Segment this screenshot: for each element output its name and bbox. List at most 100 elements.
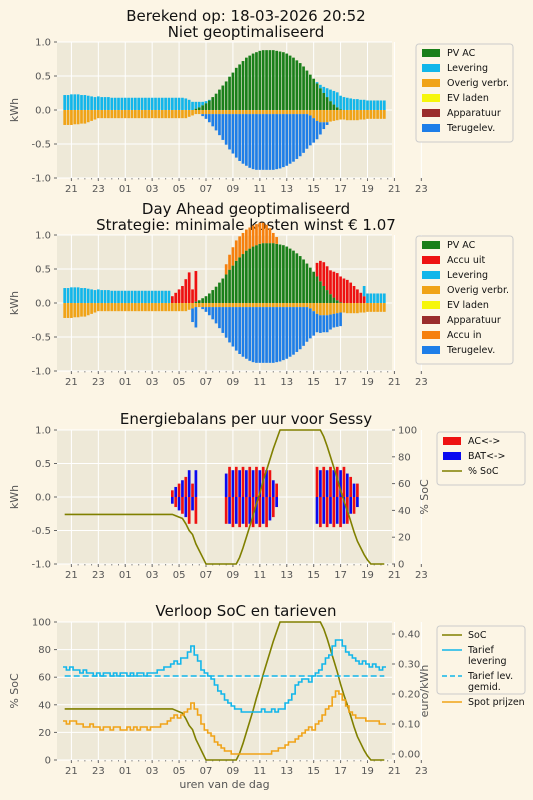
bar-ac — [231, 497, 235, 528]
bar-levering — [130, 290, 134, 303]
legend-label: Accu in — [447, 330, 481, 341]
bar-pv-ac — [238, 257, 241, 303]
soc-line — [64, 429, 385, 565]
bar-bat — [258, 470, 262, 497]
bar-overig-verbr- — [83, 303, 87, 317]
bar-levering — [96, 289, 100, 303]
y-axis-label: % SoC — [8, 673, 21, 709]
bar-bat — [349, 497, 353, 514]
bar-ac — [335, 466, 339, 497]
bar-levering — [107, 97, 110, 110]
bar-levering — [167, 97, 171, 110]
bar-terugelev- — [329, 314, 332, 330]
xtick-label: 17 — [334, 184, 347, 195]
bar-overig-verbr- — [197, 110, 201, 115]
bar-overig-verbr- — [224, 110, 228, 115]
bar-levering — [197, 101, 201, 108]
bar-overig-verbr- — [147, 110, 151, 119]
bar-pv-ac — [214, 93, 218, 110]
bar-pv-ac — [241, 254, 245, 303]
bar-levering — [100, 290, 104, 303]
xtick-label: 19 — [361, 766, 374, 777]
xtick-label: 07 — [200, 184, 213, 195]
bar-terugelev- — [288, 307, 292, 357]
bar-overig-verbr- — [90, 303, 93, 314]
bar-terugelev- — [211, 114, 215, 127]
bar-levering — [366, 293, 369, 303]
bar-terugelev- — [308, 115, 312, 146]
bar-pv-ac — [312, 78, 316, 110]
bar-overig-verbr- — [157, 303, 161, 312]
y-axis-label: kWh — [8, 291, 21, 315]
ytick-label: -0.5 — [31, 140, 51, 151]
xtick-label: 15 — [307, 766, 320, 777]
bar-terugelev- — [241, 307, 245, 357]
bar-pv-ac — [285, 53, 289, 110]
bar-overig-verbr- — [107, 303, 110, 312]
legend-label: Apparatuur — [447, 108, 501, 119]
bar-overig-verbr- — [379, 303, 383, 312]
bar-accu-uit — [329, 270, 332, 295]
bar-ac — [322, 466, 326, 497]
bar-pv-ac — [292, 250, 295, 303]
bar-terugelev- — [204, 307, 208, 312]
bar-overig-verbr- — [295, 303, 299, 308]
bar-pv-ac — [231, 72, 235, 110]
bar-levering — [379, 100, 383, 110]
bar-levering — [319, 84, 322, 89]
chart-panel-4: Verloop SoC en tarieven 0 20 40 60 80 100 21 23 0… — [8, 602, 526, 791]
bar-overig-verbr- — [130, 110, 134, 119]
xtick-label: 23 — [92, 377, 105, 388]
bar-overig-verbr- — [268, 303, 272, 308]
bar-pv-ac — [261, 50, 265, 110]
bar-bat — [174, 486, 178, 497]
legend-swatch — [422, 94, 440, 102]
legend-label: % SoC — [468, 466, 499, 477]
ytick-right-label: 0.00 — [398, 750, 420, 761]
bar-overig-verbr- — [177, 303, 181, 312]
bar-terugelev- — [315, 120, 319, 140]
bar-overig-verbr- — [345, 110, 349, 121]
bar-levering — [359, 99, 363, 110]
xtick-label: 21 — [388, 570, 401, 581]
bar-terugelev- — [221, 114, 225, 140]
xtick-label: 17 — [334, 570, 347, 581]
bar-terugelev- — [251, 307, 255, 363]
bar-levering — [120, 97, 124, 110]
bar-levering — [342, 97, 346, 110]
bar-levering — [127, 97, 130, 110]
bar-terugelev- — [248, 114, 252, 168]
bar-bat — [315, 497, 319, 524]
xtick-label: 09 — [227, 570, 240, 581]
bar-terugelev- — [224, 307, 228, 338]
bar-overig-verbr- — [133, 303, 137, 312]
legend-swatch — [422, 346, 440, 354]
bar-pv-ac — [305, 263, 309, 303]
bar-levering — [208, 99, 211, 101]
bar-terugelev- — [332, 313, 336, 328]
bar-terugelev- — [319, 122, 322, 135]
bar-terugelev- — [335, 313, 339, 327]
bar-accu-uit — [171, 296, 174, 303]
bar-levering — [70, 94, 73, 110]
bar-pv-ac — [302, 66, 305, 110]
bar-pv-ac — [282, 52, 285, 110]
bar-terugelev- — [305, 114, 309, 149]
legend-label: Apparatuur — [447, 315, 501, 326]
ytick-label: 0.5 — [35, 459, 51, 470]
bar-overig-verbr- — [325, 110, 329, 123]
chart-subtitle: Strategie: minimale kosten winst € 1.07 — [96, 216, 396, 234]
bar-pv-ac — [194, 301, 198, 303]
bar-overig-verbr- — [322, 110, 326, 123]
bar-levering — [123, 97, 127, 110]
bar-ac — [174, 497, 178, 508]
bar-overig-verbr- — [140, 303, 144, 312]
bar-overig-verbr- — [325, 303, 329, 316]
bar-overig-verbr- — [120, 110, 124, 119]
xtick-label: 15 — [307, 570, 320, 581]
bar-accu-uit — [194, 271, 198, 302]
bar-ac — [245, 497, 248, 528]
bar-overig-verbr- — [221, 110, 225, 115]
bar-overig-verbr- — [224, 303, 228, 308]
